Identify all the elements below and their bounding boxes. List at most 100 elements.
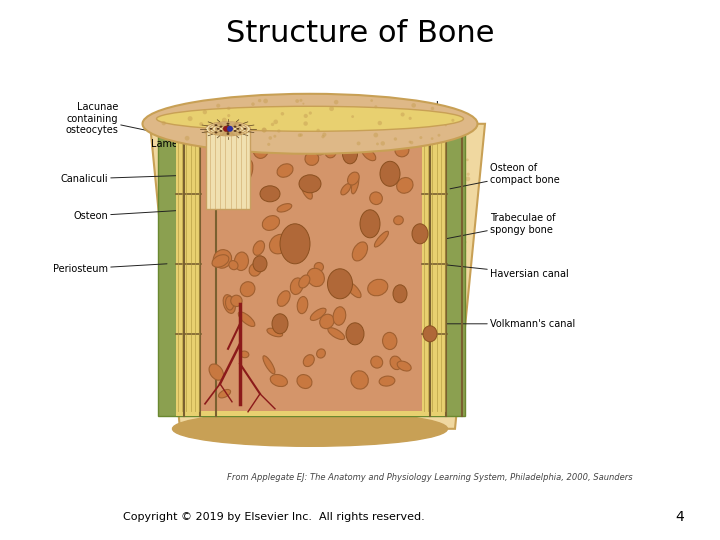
Circle shape — [309, 111, 312, 114]
Ellipse shape — [368, 279, 388, 296]
Circle shape — [377, 121, 382, 125]
Circle shape — [451, 119, 454, 122]
Circle shape — [375, 388, 379, 391]
Circle shape — [295, 99, 299, 103]
Circle shape — [348, 154, 351, 157]
Ellipse shape — [229, 261, 238, 269]
Ellipse shape — [272, 314, 288, 334]
Circle shape — [351, 115, 354, 118]
Circle shape — [190, 272, 192, 274]
Circle shape — [199, 187, 202, 190]
Ellipse shape — [390, 356, 402, 369]
Circle shape — [179, 382, 184, 388]
Circle shape — [213, 123, 217, 126]
Circle shape — [400, 112, 405, 117]
Circle shape — [410, 382, 413, 386]
Circle shape — [267, 143, 270, 146]
Circle shape — [382, 400, 388, 406]
Ellipse shape — [225, 296, 234, 310]
Circle shape — [454, 288, 459, 294]
Circle shape — [454, 166, 457, 169]
Circle shape — [329, 328, 333, 332]
Circle shape — [191, 313, 197, 319]
Circle shape — [380, 187, 386, 193]
Circle shape — [323, 132, 326, 137]
Circle shape — [421, 308, 423, 311]
Circle shape — [262, 128, 266, 132]
Circle shape — [176, 254, 182, 259]
Circle shape — [289, 339, 293, 342]
Circle shape — [315, 187, 320, 192]
Circle shape — [330, 148, 334, 152]
Ellipse shape — [244, 160, 253, 181]
Circle shape — [329, 106, 334, 111]
Circle shape — [341, 397, 345, 401]
Circle shape — [289, 333, 291, 335]
Text: Periosteum: Periosteum — [53, 264, 167, 274]
Ellipse shape — [233, 130, 237, 132]
Circle shape — [246, 396, 250, 401]
Polygon shape — [206, 129, 250, 209]
Circle shape — [263, 150, 269, 156]
Circle shape — [354, 233, 356, 235]
Circle shape — [274, 119, 278, 124]
Circle shape — [166, 244, 171, 248]
Ellipse shape — [233, 126, 237, 127]
Circle shape — [364, 345, 369, 349]
Ellipse shape — [380, 161, 400, 186]
Ellipse shape — [325, 145, 336, 158]
Circle shape — [343, 148, 348, 152]
Circle shape — [418, 219, 420, 222]
Ellipse shape — [249, 263, 261, 276]
Circle shape — [292, 200, 297, 205]
Circle shape — [190, 222, 194, 226]
Ellipse shape — [362, 148, 376, 161]
Circle shape — [417, 136, 420, 139]
Circle shape — [462, 162, 466, 166]
Circle shape — [380, 251, 382, 253]
Circle shape — [442, 311, 445, 314]
Circle shape — [415, 330, 418, 333]
Circle shape — [254, 266, 260, 272]
Circle shape — [226, 140, 230, 143]
Ellipse shape — [397, 178, 413, 193]
Ellipse shape — [314, 262, 323, 272]
Circle shape — [460, 135, 465, 140]
Ellipse shape — [343, 144, 358, 164]
Circle shape — [431, 213, 435, 217]
Circle shape — [389, 138, 393, 143]
Circle shape — [177, 138, 183, 144]
Circle shape — [314, 263, 318, 267]
Circle shape — [234, 284, 237, 286]
Circle shape — [274, 145, 279, 150]
Ellipse shape — [302, 183, 312, 199]
Ellipse shape — [210, 174, 227, 191]
Ellipse shape — [352, 242, 367, 261]
Circle shape — [233, 293, 238, 299]
Circle shape — [345, 301, 351, 307]
Circle shape — [181, 318, 188, 324]
Circle shape — [425, 319, 428, 322]
Circle shape — [277, 129, 281, 133]
Ellipse shape — [277, 204, 292, 212]
Circle shape — [396, 184, 402, 190]
Circle shape — [279, 403, 284, 409]
Circle shape — [461, 140, 466, 146]
Ellipse shape — [333, 307, 346, 325]
Circle shape — [398, 236, 402, 241]
Circle shape — [334, 100, 338, 104]
Circle shape — [300, 234, 305, 238]
Circle shape — [199, 314, 201, 316]
Circle shape — [261, 127, 266, 132]
Text: Copyright © 2019 by Elsevier Inc.  All rights reserved.: Copyright © 2019 by Elsevier Inc. All ri… — [122, 512, 425, 522]
Ellipse shape — [310, 308, 326, 320]
Ellipse shape — [260, 186, 280, 202]
Ellipse shape — [227, 123, 230, 125]
Circle shape — [293, 327, 297, 331]
Circle shape — [325, 258, 330, 262]
Circle shape — [380, 141, 385, 146]
Text: Trabeculae of
spongy bone: Trabeculae of spongy bone — [420, 213, 556, 244]
Ellipse shape — [371, 356, 383, 368]
Circle shape — [400, 403, 402, 406]
Circle shape — [244, 400, 248, 404]
